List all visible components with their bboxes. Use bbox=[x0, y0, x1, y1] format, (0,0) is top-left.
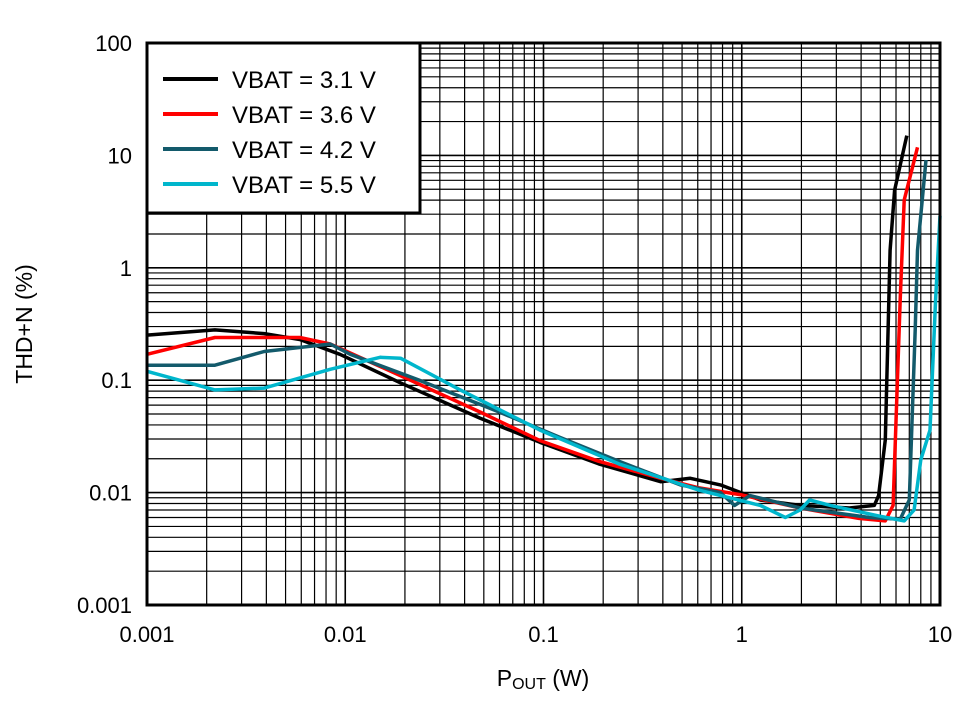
x-tick-label: 0.1 bbox=[528, 622, 559, 647]
x-tick-label: 10 bbox=[928, 622, 952, 647]
x-tick-label: 0.001 bbox=[119, 622, 174, 647]
x-axis-label: POUT (W) bbox=[497, 665, 590, 693]
legend-label: VBAT = 5.5 V bbox=[232, 172, 376, 199]
legend: VBAT = 3.1 V VBAT = 3.6 V VBAT = 4.2 V VBAT… bbox=[145, 41, 422, 215]
x-tick-label: 1 bbox=[736, 622, 748, 647]
plot-frame bbox=[145, 41, 942, 607]
y-tick-label: 0.001 bbox=[77, 593, 132, 618]
y-tick-label: 0.1 bbox=[101, 368, 132, 393]
legend-label: VBAT = 3.6 V bbox=[232, 102, 376, 129]
series-line-4 bbox=[146, 215, 942, 523]
x-tick-labels: 0.001 0.01 0.1 1 10 bbox=[119, 622, 952, 647]
x-tick-label: 0.01 bbox=[324, 622, 367, 647]
y-tick-label: 1 bbox=[120, 256, 132, 281]
y-tick-labels: 0.001 0.01 0.1 1 10 100 bbox=[77, 31, 132, 618]
legend-label: VBAT = 3.1 V bbox=[232, 67, 376, 94]
y-tick-label: 100 bbox=[95, 31, 132, 56]
y-tick-label: 0.01 bbox=[89, 481, 132, 506]
y-tick-label: 10 bbox=[108, 143, 132, 168]
series-lines bbox=[146, 135, 942, 523]
legend-label: VBAT = 4.2 V bbox=[232, 137, 376, 164]
y-axis-label: THD+N (%) bbox=[11, 264, 37, 383]
